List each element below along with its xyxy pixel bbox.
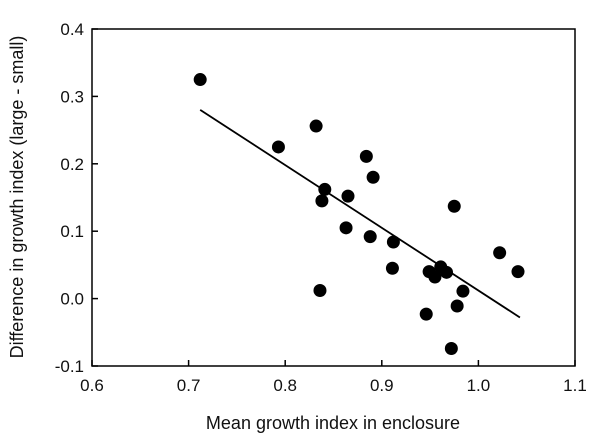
y-axis-label: Difference in growth index (large - smal… <box>7 36 27 359</box>
x-axis: 0.6 0.7 0.8 0.9 1.0 1.1 <box>80 360 587 395</box>
x-tick-label: 0.9 <box>370 376 394 395</box>
data-point <box>363 230 377 244</box>
trendline-group <box>199 109 521 319</box>
data-point <box>440 265 454 279</box>
data-point <box>386 235 400 249</box>
trendline <box>199 109 521 319</box>
data-points <box>193 73 525 355</box>
data-point <box>493 246 507 260</box>
y-tick-label: 0.1 <box>60 222 84 241</box>
y-tick-label: -0.1 <box>55 357 84 376</box>
data-point <box>366 170 380 184</box>
data-point <box>341 189 355 203</box>
data-point <box>271 140 285 154</box>
x-axis-label: Mean growth index in enclosure <box>206 413 460 433</box>
x-tick-label: 0.6 <box>80 376 104 395</box>
data-point <box>315 194 329 208</box>
data-point <box>511 265 525 279</box>
data-point <box>456 284 470 298</box>
y-axis: -0.1 0.0 0.1 0.2 0.3 0.4 <box>55 20 98 376</box>
x-tick-label: 0.8 <box>273 376 297 395</box>
y-tick-label: 0.3 <box>60 87 84 106</box>
data-point <box>309 119 323 133</box>
x-tick-label: 1.1 <box>563 376 587 395</box>
plot-frame <box>91 28 576 367</box>
y-tick-label: 0.2 <box>60 155 84 174</box>
x-tick-label: 0.7 <box>177 376 201 395</box>
data-point <box>428 270 442 284</box>
data-point <box>450 299 464 313</box>
x-tick-label: 1.0 <box>467 376 491 395</box>
data-point <box>444 341 458 355</box>
data-point <box>419 307 433 321</box>
data-point <box>193 73 207 87</box>
y-tick-label: 0.0 <box>60 290 84 309</box>
data-point <box>385 261 399 275</box>
data-point <box>359 149 373 163</box>
data-point <box>318 182 332 196</box>
y-tick-label: 0.4 <box>60 20 84 39</box>
data-point <box>339 221 353 235</box>
data-point <box>313 284 327 298</box>
data-point <box>447 199 461 213</box>
